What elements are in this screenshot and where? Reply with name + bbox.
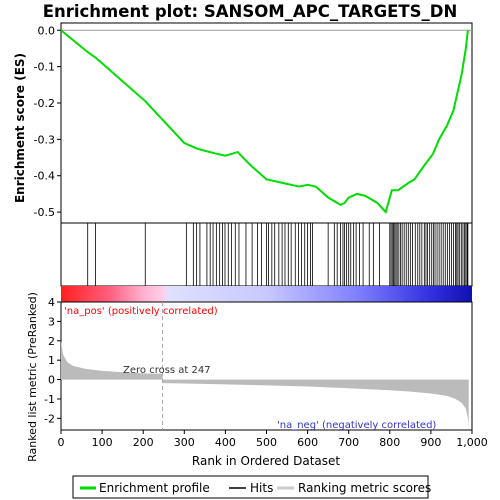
legend-label-ranking: Ranking metric scores [298, 481, 431, 495]
legend-label-hits: Hits [250, 481, 273, 495]
x-tick-label: 800 [379, 436, 400, 449]
metric-y-tick-label: 2 [48, 335, 55, 348]
x-tick-label: 600 [297, 436, 318, 449]
es-y-tick-label: -0.5 [34, 206, 55, 219]
hit-markers [87, 223, 469, 286]
metric-y-tick-label: -2 [44, 412, 55, 425]
rank-color-ramp [61, 286, 472, 302]
metric-x-axis-label: Rank in Ordered Dataset [192, 454, 340, 468]
hits-panel [60, 222, 473, 287]
metric-y-tick-label: -1 [44, 393, 55, 406]
es-panel: 0.0 -0.1 -0.2 -0.3 -0.4 -0.5 Enrichment score… [13, 22, 473, 224]
zero-cross-label: Zero cross at 247 [123, 365, 211, 376]
es-y-tick-label: 0.0 [38, 24, 56, 37]
metric-y-axis: 4 3 2 1 0 -1 -2 [44, 296, 61, 425]
metric-x-axis: 0 100 200 300 400 500 600 700 800 900 1,000 [58, 430, 488, 449]
es-y-tick-label: -0.4 [34, 170, 55, 183]
na-pos-label: 'na_pos' (positively correlated) [64, 306, 218, 317]
es-y-axis-label: Enrichment score (ES) [13, 53, 27, 203]
x-tick-label: 900 [420, 436, 441, 449]
metric-y-tick-label: 4 [48, 296, 55, 309]
legend-frame [72, 475, 429, 499]
x-tick-label: 500 [256, 436, 277, 449]
x-tick-label: 400 [215, 436, 236, 449]
legend: Enrichment profile Hits Ranking metric s… [72, 475, 431, 499]
x-tick-label: 1,000 [456, 436, 488, 449]
metric-y-axis-label: Ranked list metric (PreRanked) [26, 292, 39, 462]
x-tick-label: 200 [133, 436, 154, 449]
es-y-tick-label: -0.1 [34, 61, 55, 74]
es-y-axis: 0.0 -0.1 -0.2 -0.3 -0.4 -0.5 [34, 24, 61, 219]
es-y-tick-label: -0.3 [34, 133, 55, 146]
metric-y-tick-label: 1 [48, 354, 55, 367]
rank-color-bar [61, 286, 472, 302]
x-tick-label: 300 [174, 436, 195, 449]
na-neg-label: 'na_neg' (negatively correlated) [277, 420, 436, 431]
x-tick-label: 0 [58, 436, 65, 449]
legend-label-enrichment: Enrichment profile [99, 481, 210, 495]
es-panel-frame [60, 22, 473, 224]
plot-title: Enrichment plot: SANSOM_APC_TARGETS_DN [43, 2, 458, 21]
x-tick-label: 100 [92, 436, 113, 449]
metric-y-tick-label: 3 [48, 315, 55, 328]
ranking-metric-area [61, 340, 469, 427]
enrichment-profile-line [60, 29, 469, 215]
es-y-tick-label: -0.2 [34, 97, 55, 110]
x-tick-label: 700 [338, 436, 359, 449]
metric-y-tick-label: 0 [48, 374, 55, 387]
metric-panel: 4 3 2 1 0 -1 -2 0 100 200 300 400 500 600 700 800 900 1,… [26, 292, 488, 468]
